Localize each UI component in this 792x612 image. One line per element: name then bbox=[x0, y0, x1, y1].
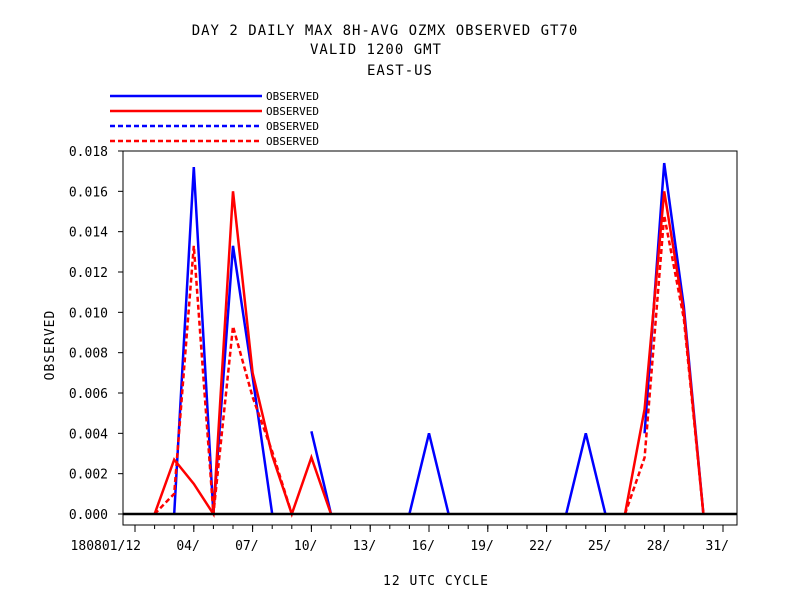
y-tick-label: 0.018 bbox=[69, 145, 108, 160]
y-tick-label: 0.006 bbox=[69, 387, 108, 402]
x-tick-label: 28/ bbox=[647, 539, 670, 554]
x-tick-label: 04/ bbox=[176, 539, 199, 554]
y-tick-label: 0.004 bbox=[69, 427, 108, 442]
chart-title-line-1: DAY 2 DAILY MAX 8H-AVG OZMX OBSERVED GT7… bbox=[192, 23, 579, 39]
legend-label: OBSERVED bbox=[266, 90, 319, 103]
x-axis-label: 12 UTC CYCLE bbox=[383, 574, 489, 589]
x-tick-label: 16/ bbox=[412, 539, 435, 554]
x-tick-label: 31/ bbox=[706, 539, 729, 554]
x-tick-label: 07/ bbox=[235, 539, 258, 554]
series-line-1 bbox=[172, 162, 705, 515]
legend-label: OBSERVED bbox=[266, 105, 319, 118]
legend-label: OBSERVED bbox=[266, 120, 319, 133]
y-tick-label: 0.014 bbox=[69, 226, 108, 241]
x-tick-label: 10/ bbox=[294, 539, 317, 554]
chart-title-line-3: EAST-US bbox=[367, 63, 433, 79]
x-tick-label: 19/ bbox=[470, 539, 493, 554]
legend-label: OBSERVED bbox=[266, 135, 319, 148]
y-tick-label: 0.010 bbox=[69, 306, 108, 321]
series-line-4 bbox=[153, 215, 705, 515]
y-tick-label: 0.000 bbox=[69, 508, 108, 523]
x-tick-label: 22/ bbox=[529, 539, 552, 554]
legend: OBSERVED OBSERVED OBSERVED OBSERVED bbox=[110, 90, 319, 148]
chart-title-line-2: VALID 1200 GMT bbox=[310, 42, 442, 58]
y-tick-label: 0.016 bbox=[69, 185, 108, 200]
series-line-2 bbox=[153, 191, 705, 518]
y-axis-label: OBSERVED bbox=[43, 310, 58, 381]
y-axis: 0.000 0.002 0.004 0.006 0.008 0.010 0.012 0.014… bbox=[69, 145, 123, 523]
y-tick-label: 0.012 bbox=[69, 266, 108, 281]
x-tick-label: 13/ bbox=[353, 539, 376, 554]
x-tick-label: 25/ bbox=[588, 539, 611, 554]
y-tick-label: 0.008 bbox=[69, 347, 108, 362]
plot-frame bbox=[122, 150, 738, 526]
series-group bbox=[153, 162, 705, 518]
x-tick-label: 180801/12 bbox=[71, 539, 141, 554]
y-tick-label: 0.002 bbox=[69, 468, 108, 483]
x-axis: 180801/12 04/07/10/13/16/19/22/25/28/31/ bbox=[71, 525, 729, 554]
